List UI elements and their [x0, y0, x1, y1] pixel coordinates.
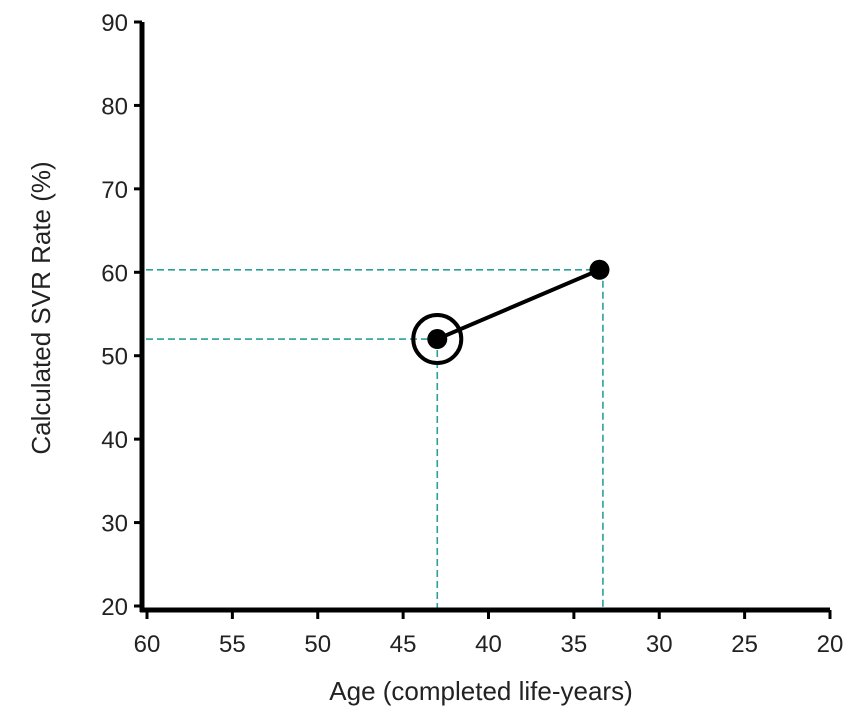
x-tick-label: 25	[731, 631, 758, 658]
y-tick-label: 60	[101, 260, 128, 287]
x-tick-label: 40	[475, 631, 502, 658]
guide-lines	[146, 268, 604, 608]
y-tick-label: 30	[101, 511, 128, 538]
y-axis-title: Calculated SVR Rate (%)	[26, 161, 56, 454]
y-ticks: 20 30 40 50 60 70 80 90	[101, 10, 142, 621]
x-tick-label: 20	[817, 631, 844, 658]
x-tick-label: 30	[646, 631, 673, 658]
y-tick-label: 40	[101, 427, 128, 454]
y-tick-label: 70	[101, 177, 128, 204]
x-tick-label: 50	[304, 631, 331, 658]
axes	[139, 22, 830, 613]
x-tick-label: 60	[134, 631, 161, 658]
x-tick-label: 55	[219, 631, 246, 658]
data-point	[589, 259, 610, 280]
series-line	[436, 267, 601, 341]
data-point	[427, 329, 448, 350]
data-series	[411, 259, 610, 366]
y-tick-label: 20	[101, 594, 128, 621]
y-tick-label: 50	[101, 344, 128, 371]
x-tick-label: 35	[561, 631, 588, 658]
y-tick-label: 80	[101, 93, 128, 120]
x-axis-title: Age (completed life-years)	[329, 676, 632, 706]
x-tick-label: 45	[390, 631, 417, 658]
x-ticks: 60 55 50 45 40 35 30 25 20	[134, 610, 844, 658]
highlight-ring	[411, 313, 464, 366]
y-tick-label: 90	[101, 10, 128, 37]
